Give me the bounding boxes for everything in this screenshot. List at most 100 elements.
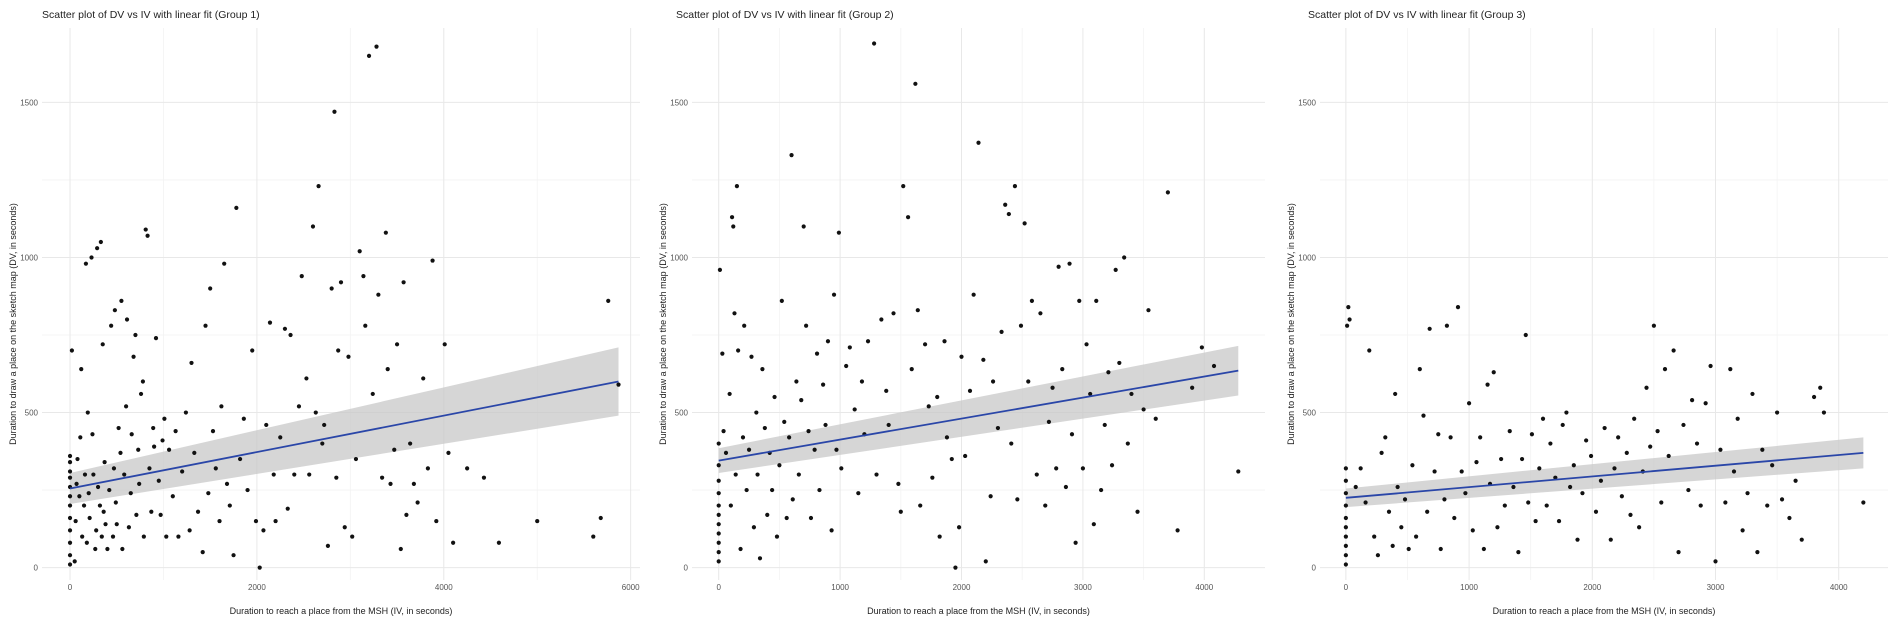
- data-point: [1637, 525, 1642, 530]
- data-point: [1718, 447, 1723, 452]
- data-point: [72, 559, 77, 564]
- data-point: [336, 348, 341, 353]
- data-point: [67, 494, 73, 499]
- data-point: [112, 308, 117, 313]
- data-point: [200, 549, 205, 555]
- data-point: [296, 404, 302, 409]
- data-point: [1442, 497, 1447, 502]
- data-point: [1343, 466, 1348, 471]
- data-point: [1414, 534, 1419, 539]
- data-point: [1740, 528, 1745, 533]
- data-point: [716, 549, 721, 555]
- data-point: [1022, 221, 1027, 226]
- data-point: [408, 441, 413, 446]
- x-tick-label: 0: [1344, 583, 1349, 592]
- data-point: [1755, 549, 1760, 555]
- data-point: [147, 466, 152, 471]
- y-tick-label: 1500: [20, 98, 38, 107]
- data-point: [430, 258, 435, 263]
- data-point: [847, 345, 852, 350]
- confidence-band: [1345, 437, 1864, 508]
- fit-line: [718, 369, 1239, 462]
- data-point: [82, 472, 88, 477]
- data-point: [918, 503, 923, 508]
- data-point: [86, 491, 91, 496]
- data-point: [1106, 370, 1111, 375]
- data-point: [227, 503, 232, 508]
- data-point: [1533, 518, 1538, 524]
- data-point: [1519, 456, 1525, 462]
- data-point: [1175, 528, 1180, 533]
- data-point: [380, 475, 385, 480]
- data-point: [1526, 500, 1531, 505]
- data-point: [153, 336, 159, 341]
- data-point: [133, 332, 138, 338]
- data-point: [180, 469, 185, 474]
- chart-title: Scatter plot of DV vs IV with linear fit…: [1308, 9, 1526, 21]
- data-point: [937, 534, 942, 539]
- data-point: [1353, 484, 1358, 490]
- data-point: [118, 450, 123, 455]
- data-point: [1588, 453, 1594, 459]
- data-point: [245, 487, 250, 493]
- data-point: [1346, 305, 1351, 310]
- data-point: [944, 435, 950, 440]
- data-point: [716, 441, 721, 446]
- data-point: [1343, 503, 1348, 508]
- data-point: [1383, 435, 1388, 440]
- data-point: [765, 512, 770, 517]
- data-point: [1125, 441, 1130, 446]
- data-point: [206, 491, 211, 496]
- data-point: [1556, 518, 1562, 524]
- data-point: [1135, 509, 1140, 514]
- data-point: [821, 382, 826, 387]
- data-point: [808, 515, 814, 521]
- data-point: [1502, 503, 1507, 508]
- data-point: [392, 447, 397, 452]
- x-tick-label: 1000: [831, 583, 849, 592]
- fit-line: [69, 380, 619, 490]
- data-point: [976, 140, 981, 145]
- data-point: [234, 205, 239, 210]
- data-point: [1060, 367, 1065, 372]
- data-point: [1043, 503, 1048, 508]
- data-point: [981, 357, 986, 362]
- data-point: [149, 509, 154, 514]
- data-point: [1593, 509, 1599, 514]
- data-point: [1644, 385, 1649, 390]
- data-point: [67, 528, 73, 533]
- data-point: [757, 556, 763, 561]
- data-point: [1343, 491, 1348, 496]
- data-point: [374, 44, 379, 49]
- data-point: [794, 379, 799, 384]
- data-point: [598, 515, 603, 521]
- data-point: [1386, 509, 1392, 514]
- chart-panel-1: 0 2000 4000 6000 0 500 1000 1500 Scatter plot of…: [8, 9, 640, 616]
- data-point: [162, 416, 167, 421]
- data-point: [434, 518, 439, 524]
- data-point: [189, 360, 194, 366]
- data-point: [278, 435, 283, 440]
- data-point: [481, 475, 487, 480]
- data-point: [67, 503, 73, 508]
- data-point: [357, 249, 362, 254]
- data-point: [320, 441, 325, 446]
- data-point: [394, 342, 400, 347]
- data-point: [116, 425, 121, 431]
- y-tick-label: 500: [25, 409, 39, 418]
- data-point: [140, 379, 146, 384]
- data-point: [217, 518, 222, 524]
- data-point: [1564, 410, 1569, 415]
- data-point: [97, 503, 103, 508]
- data-point: [1770, 463, 1775, 468]
- data-point: [1765, 503, 1770, 508]
- x-axis-label: Duration to reach a place from the MSH (…: [867, 606, 1090, 616]
- data-point: [983, 559, 988, 564]
- data-point: [1026, 379, 1031, 384]
- data-point: [814, 351, 820, 356]
- data-point: [1655, 429, 1660, 434]
- data-point: [884, 388, 889, 393]
- data-point: [253, 518, 259, 524]
- data-point: [67, 562, 73, 567]
